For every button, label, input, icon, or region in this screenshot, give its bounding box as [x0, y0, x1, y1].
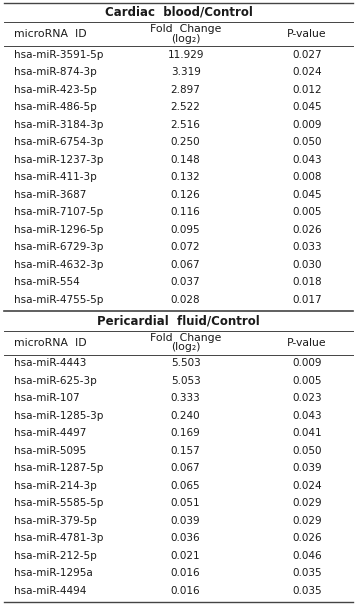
- Text: 0.028: 0.028: [171, 294, 200, 305]
- Text: 0.035: 0.035: [292, 568, 322, 578]
- Text: 0.041: 0.041: [292, 428, 322, 438]
- Text: 0.148: 0.148: [171, 155, 201, 164]
- Text: 0.008: 0.008: [292, 172, 322, 182]
- Text: hsa-miR-6754-3p: hsa-miR-6754-3p: [14, 137, 104, 147]
- Text: 0.065: 0.065: [171, 480, 200, 491]
- Text: 0.250: 0.250: [171, 137, 200, 147]
- Text: 0.050: 0.050: [292, 137, 322, 147]
- Text: hsa-miR-625-3p: hsa-miR-625-3p: [14, 376, 97, 386]
- Text: 0.024: 0.024: [292, 67, 322, 77]
- Text: hsa-miR-486-5p: hsa-miR-486-5p: [14, 102, 97, 112]
- Text: 0.126: 0.126: [171, 190, 201, 200]
- Text: 0.009: 0.009: [292, 359, 322, 368]
- Text: 0.051: 0.051: [171, 498, 200, 508]
- Text: 0.029: 0.029: [292, 498, 322, 508]
- Text: 0.026: 0.026: [292, 533, 322, 543]
- Text: 0.132: 0.132: [171, 172, 201, 182]
- Text: (log₂): (log₂): [171, 342, 200, 352]
- Text: 0.169: 0.169: [171, 428, 201, 438]
- Text: 0.067: 0.067: [171, 260, 200, 270]
- Text: hsa-miR-411-3p: hsa-miR-411-3p: [14, 172, 97, 182]
- Text: hsa-miR-107: hsa-miR-107: [14, 393, 80, 403]
- Text: P-value: P-value: [287, 29, 327, 39]
- Text: hsa-miR-214-3p: hsa-miR-214-3p: [14, 480, 97, 491]
- Text: 0.095: 0.095: [171, 225, 200, 235]
- Text: 0.018: 0.018: [292, 277, 322, 287]
- Text: 0.009: 0.009: [292, 120, 322, 130]
- Text: hsa-miR-4443: hsa-miR-4443: [14, 359, 87, 368]
- Text: hsa-miR-212-5p: hsa-miR-212-5p: [14, 551, 97, 561]
- Text: 3.319: 3.319: [171, 67, 201, 77]
- Text: 0.072: 0.072: [171, 242, 200, 252]
- Text: 0.039: 0.039: [171, 516, 200, 525]
- Text: 0.016: 0.016: [171, 586, 200, 596]
- Text: hsa-miR-1295a: hsa-miR-1295a: [14, 568, 93, 578]
- Text: 0.029: 0.029: [292, 516, 322, 525]
- Text: hsa-miR-874-3p: hsa-miR-874-3p: [14, 67, 97, 77]
- Text: Pericardial  fluid/Control: Pericardial fluid/Control: [97, 314, 260, 327]
- Text: 5.053: 5.053: [171, 376, 201, 386]
- Text: 0.039: 0.039: [292, 463, 322, 473]
- Text: 0.012: 0.012: [292, 85, 322, 95]
- Text: hsa-miR-3687: hsa-miR-3687: [14, 190, 87, 200]
- Text: 0.067: 0.067: [171, 463, 200, 473]
- Text: 0.043: 0.043: [292, 155, 322, 164]
- Text: 0.023: 0.023: [292, 393, 322, 403]
- Text: hsa-miR-4497: hsa-miR-4497: [14, 428, 87, 438]
- Text: 11.929: 11.929: [167, 50, 204, 60]
- Text: 0.021: 0.021: [171, 551, 200, 561]
- Text: 0.017: 0.017: [292, 294, 322, 305]
- Text: (log₂): (log₂): [171, 33, 200, 44]
- Text: P-value: P-value: [287, 338, 327, 347]
- Text: 0.036: 0.036: [171, 533, 200, 543]
- Text: Cardiac  blood/Control: Cardiac blood/Control: [105, 6, 252, 18]
- Text: hsa-miR-5095: hsa-miR-5095: [14, 446, 86, 456]
- Text: microRNA  ID: microRNA ID: [14, 338, 87, 347]
- Text: 0.016: 0.016: [171, 568, 200, 578]
- Text: hsa-miR-6729-3p: hsa-miR-6729-3p: [14, 242, 104, 252]
- Text: hsa-miR-4781-3p: hsa-miR-4781-3p: [14, 533, 104, 543]
- Text: 0.030: 0.030: [292, 260, 322, 270]
- Text: hsa-miR-554: hsa-miR-554: [14, 277, 80, 287]
- Text: Fold  Change: Fold Change: [150, 25, 221, 34]
- Text: 0.024: 0.024: [292, 480, 322, 491]
- Text: hsa-miR-1285-3p: hsa-miR-1285-3p: [14, 411, 104, 421]
- Text: hsa-miR-3184-3p: hsa-miR-3184-3p: [14, 120, 104, 130]
- Text: hsa-miR-4755-5p: hsa-miR-4755-5p: [14, 294, 104, 305]
- Text: 0.050: 0.050: [292, 446, 322, 456]
- Text: 0.240: 0.240: [171, 411, 200, 421]
- Text: 0.116: 0.116: [171, 207, 201, 217]
- Text: 2.522: 2.522: [171, 102, 201, 112]
- Text: 0.005: 0.005: [292, 376, 322, 386]
- Text: 0.333: 0.333: [171, 393, 201, 403]
- Text: 5.503: 5.503: [171, 359, 201, 368]
- Text: 2.516: 2.516: [171, 120, 201, 130]
- Text: hsa-miR-7107-5p: hsa-miR-7107-5p: [14, 207, 104, 217]
- Text: 0.005: 0.005: [292, 207, 322, 217]
- Text: 0.043: 0.043: [292, 411, 322, 421]
- Text: 0.157: 0.157: [171, 446, 201, 456]
- Text: hsa-miR-1237-3p: hsa-miR-1237-3p: [14, 155, 104, 164]
- Text: Fold  Change: Fold Change: [150, 333, 221, 343]
- Text: 0.027: 0.027: [292, 50, 322, 60]
- Text: hsa-miR-4632-3p: hsa-miR-4632-3p: [14, 260, 104, 270]
- Text: 0.045: 0.045: [292, 102, 322, 112]
- Text: 0.035: 0.035: [292, 586, 322, 596]
- Text: 2.897: 2.897: [171, 85, 201, 95]
- Text: 0.026: 0.026: [292, 225, 322, 235]
- Text: 0.037: 0.037: [171, 277, 200, 287]
- Text: hsa-miR-1287-5p: hsa-miR-1287-5p: [14, 463, 104, 473]
- Text: hsa-miR-5585-5p: hsa-miR-5585-5p: [14, 498, 104, 508]
- Text: hsa-miR-1296-5p: hsa-miR-1296-5p: [14, 225, 104, 235]
- Text: hsa-miR-423-5p: hsa-miR-423-5p: [14, 85, 97, 95]
- Text: hsa-miR-4494: hsa-miR-4494: [14, 586, 87, 596]
- Text: hsa-miR-3591-5p: hsa-miR-3591-5p: [14, 50, 104, 60]
- Text: hsa-miR-379-5p: hsa-miR-379-5p: [14, 516, 97, 525]
- Text: 0.046: 0.046: [292, 551, 322, 561]
- Text: 0.045: 0.045: [292, 190, 322, 200]
- Text: microRNA  ID: microRNA ID: [14, 29, 87, 39]
- Text: 0.033: 0.033: [292, 242, 322, 252]
